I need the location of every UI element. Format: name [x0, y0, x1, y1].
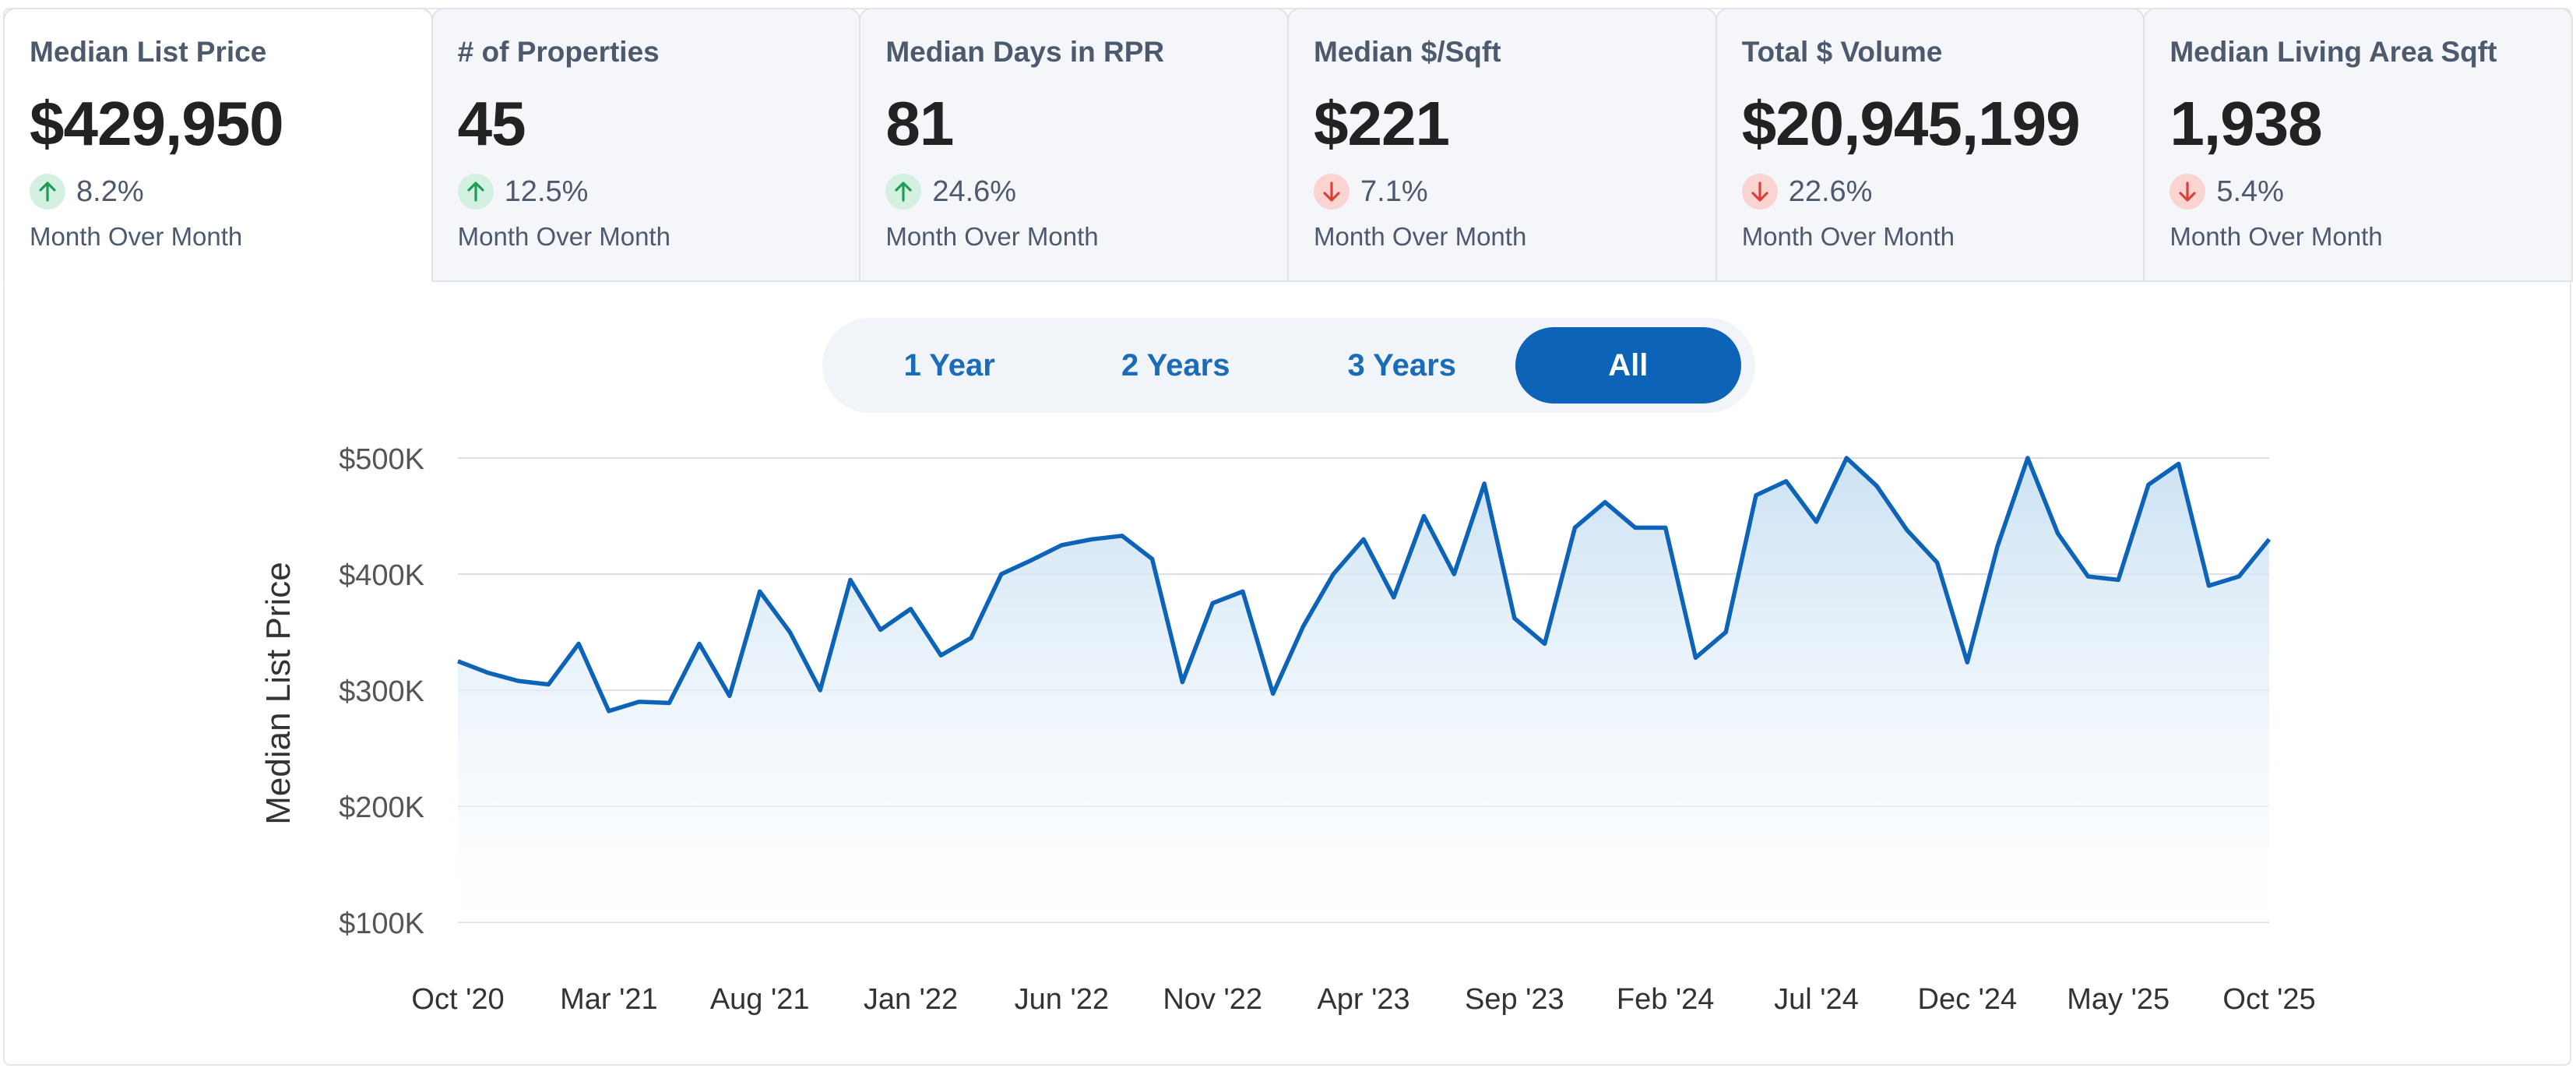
y-tick-label: $100K	[339, 908, 424, 940]
x-tick-label: Dec '24	[1918, 983, 2018, 1016]
range-button-1-year[interactable]: 1 Year	[903, 347, 995, 382]
x-tick-label: Nov '22	[1163, 983, 1262, 1016]
arrow-down-icon	[1741, 174, 1778, 210]
range-button-all[interactable]: All	[1515, 327, 1741, 404]
x-tick-label: Oct '20	[411, 983, 504, 1016]
metric-tab-median-sqft[interactable]: Median $/Sqft $221 7.1% Month Over Month	[1287, 8, 1717, 282]
y-tick-label: $500K	[339, 443, 424, 476]
metric-change: 22.6%	[1741, 174, 2144, 210]
metric-tab-of-properties[interactable]: # of Properties 45 12.5% Month Over Month	[431, 8, 861, 282]
metric-value: 45	[457, 89, 526, 158]
metric-tab-median-list-price[interactable]: Median List Price $429,950 8.2% Month Over …	[3, 8, 433, 282]
metric-change-percent: 7.1%	[1360, 174, 1428, 208]
x-tick-label: Sep '23	[1465, 983, 1564, 1016]
series-line	[457, 456, 2272, 714]
metric-change-percent: 8.2%	[76, 174, 144, 208]
x-tick-label: Jul '24	[1774, 983, 1859, 1016]
series-area	[458, 458, 2269, 922]
metric-period: Month Over Month	[457, 222, 670, 251]
metric-title: Median Days in RPR	[885, 36, 1165, 68]
metric-period: Month Over Month	[30, 222, 243, 251]
metric-title: Median Living Area Sqft	[2170, 36, 2497, 68]
metric-value: 81	[885, 89, 954, 158]
x-tick-label: Mar '21	[560, 983, 658, 1016]
x-tick-label: Aug '21	[710, 983, 810, 1016]
metric-value: $221	[1314, 89, 1450, 158]
metric-change: 24.6%	[885, 174, 1287, 210]
y-axis-label: Median List Price	[259, 562, 297, 824]
metric-period: Month Over Month	[1314, 222, 1527, 251]
y-tick-label: $300K	[339, 675, 424, 708]
metric-period: Month Over Month	[1741, 222, 1955, 251]
range-button-3-years[interactable]: 3 Years	[1347, 347, 1456, 382]
x-tick-label: May '25	[2067, 983, 2170, 1016]
metric-period: Month Over Month	[885, 222, 1099, 251]
x-tick-label: Oct '25	[2222, 983, 2315, 1016]
arrow-down-icon	[1314, 174, 1350, 210]
y-tick-label: $400K	[339, 559, 424, 592]
metric-tab-median-living-area-sqft[interactable]: Median Living Area Sqft 1,938 5.4% Month Ov…	[2143, 8, 2574, 282]
metric-title: Total $ Volume	[1741, 36, 1943, 68]
x-tick-label: Jan '22	[864, 983, 958, 1016]
metric-change-percent: 24.6%	[932, 174, 1017, 208]
arrow-up-icon	[30, 174, 65, 210]
metric-change: 8.2%	[30, 174, 431, 210]
arrow-up-icon	[885, 174, 922, 210]
metric-value: $20,945,199	[1741, 89, 2081, 158]
metric-title: # of Properties	[457, 36, 660, 68]
metric-change-percent: 5.4%	[2216, 174, 2284, 208]
metric-tabs: Median List Price $429,950 8.2% Month Over …	[3, 8, 2574, 282]
metric-tab-median-days-in-rpr[interactable]: Median Days in RPR 81 24.6% Month Over Mont…	[859, 8, 1290, 282]
metric-change-percent: 22.6%	[1788, 174, 1873, 208]
metric-period: Month Over Month	[2170, 222, 2383, 251]
arrow-down-icon	[2170, 174, 2206, 210]
metric-value: $429,950	[30, 89, 284, 158]
x-tick-label: Apr '23	[1317, 983, 1409, 1016]
y-tick-label: $200K	[339, 791, 424, 824]
metric-change: 5.4%	[2170, 174, 2571, 210]
range-button-2-years[interactable]: 2 Years	[1121, 347, 1230, 382]
metric-change: 7.1%	[1314, 174, 1716, 210]
arrow-up-icon	[457, 174, 494, 210]
metric-tab-total-volume[interactable]: Total $ Volume $20,945,199 22.6% Month Over…	[1715, 8, 2145, 282]
metric-change: 12.5%	[457, 174, 860, 210]
metric-value: 1,938	[2170, 89, 2322, 158]
median-list-price-chart: $100K $200K $300K $400K $500K Oct '20 Mar '21…	[259, 443, 2316, 1016]
metric-change-percent: 12.5%	[504, 174, 589, 208]
x-tick-label: Jun '22	[1015, 983, 1109, 1016]
x-tick-label: Feb '24	[1617, 983, 1715, 1016]
time-range-selector: 1 Year 2 Years 3 Years All	[822, 318, 1755, 413]
metric-title: Median $/Sqft	[1314, 36, 1501, 68]
metric-title: Median List Price	[30, 36, 267, 68]
